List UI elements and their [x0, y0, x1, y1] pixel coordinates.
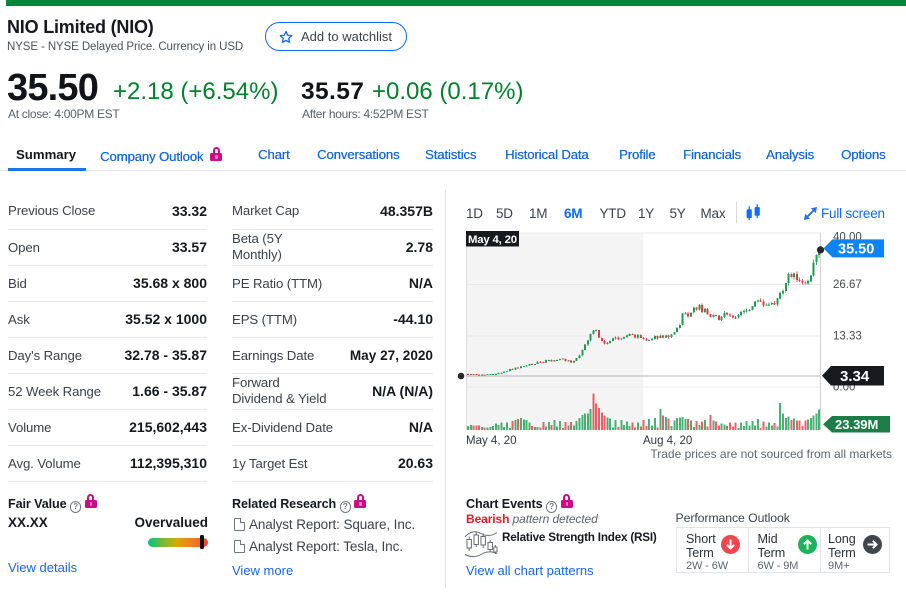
svg-text:May 4, 20: May 4, 20 [466, 435, 517, 447]
svg-text:13.33: 13.33 [833, 330, 862, 342]
svg-text:3.34: 3.34 [840, 368, 870, 385]
svg-text:Trade prices are not sourced f: Trade prices are not sourced from all ma… [650, 447, 892, 461]
svg-text:26.67: 26.67 [833, 279, 862, 291]
svg-text:35.50: 35.50 [838, 242, 874, 258]
svg-text:May 4, 20: May 4, 20 [468, 234, 517, 246]
svg-text:Aug 4, 20: Aug 4, 20 [643, 435, 692, 447]
svg-text:23.39M: 23.39M [835, 417, 878, 432]
